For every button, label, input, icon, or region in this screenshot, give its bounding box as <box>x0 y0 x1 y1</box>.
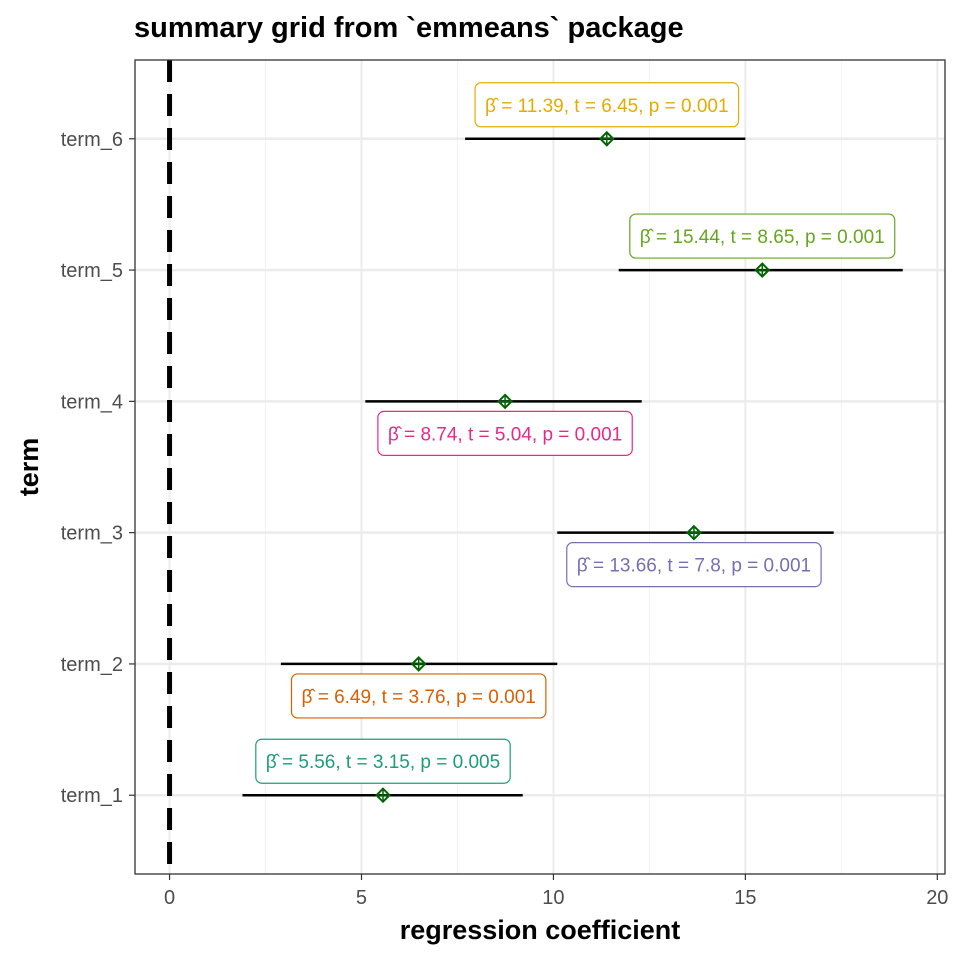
label-text: β̂ = 6.49, t = 3.76, p = 0.001 <box>302 687 536 708</box>
panel-border-rect <box>134 59 946 875</box>
label-box <box>290 673 547 719</box>
label-box <box>377 410 633 456</box>
label-text: β̂ = 13.66, t = 7.8, p = 0.001 <box>577 556 811 577</box>
x-axis-title: regression coefficient <box>400 915 681 945</box>
chart-title: summary grid from `emmeans` package <box>134 12 684 44</box>
plot-panel <box>135 60 945 874</box>
estimate-diamond <box>375 787 391 804</box>
label-box <box>629 213 896 259</box>
label-box <box>474 82 740 128</box>
y-axis: term_1 term_2 term_3 term_4 term_5 term_6 <box>61 129 135 807</box>
y-axis-title: term <box>14 438 44 497</box>
estimate-point <box>598 130 615 147</box>
estimate-label: β̂ = 6.49, t = 3.76, p = 0.001 <box>290 673 547 719</box>
estimate-point <box>497 393 513 410</box>
x-tick-label: 15 <box>734 887 756 909</box>
x-tick-label: 5 <box>356 887 367 909</box>
x-tick-label: 0 <box>164 887 175 909</box>
label-text: β̂ = 5.56, t = 3.15, p = 0.005 <box>266 752 500 773</box>
annotation-label-layer: β̂ = 5.56, t = 3.15, p = 0.005 β̂ = 6.49,… <box>255 82 896 784</box>
estimate-point <box>686 524 702 541</box>
label-text: β̂ = 15.44, t = 8.65, p = 0.001 <box>640 227 885 248</box>
label-text: β̂ = 8.74, t = 5.04, p = 0.001 <box>388 424 622 445</box>
panel-border <box>134 59 946 875</box>
y-tick-label: term_5 <box>61 260 123 282</box>
estimate-label: β̂ = 13.66, t = 7.8, p = 0.001 <box>566 542 822 588</box>
label-box <box>566 542 822 588</box>
estimate-point <box>754 262 771 278</box>
estimate-point <box>410 656 427 672</box>
estimate-label: β̂ = 11.39, t = 6.45, p = 0.001 <box>474 82 740 128</box>
panel-background <box>135 60 945 874</box>
y-tick-label: term_2 <box>61 654 123 676</box>
estimate-label: β̂ = 8.74, t = 5.04, p = 0.001 <box>377 410 633 456</box>
label-box <box>255 738 511 784</box>
estimate-label: β̂ = 5.56, t = 3.15, p = 0.005 <box>255 738 511 784</box>
estimate-diamond <box>754 262 771 278</box>
y-tick-label: term_6 <box>61 129 123 151</box>
x-axis: 0 5 10 15 20 <box>164 874 948 909</box>
estimate-label: β̂ = 15.44, t = 8.65, p = 0.001 <box>629 213 896 259</box>
estimate-point <box>375 787 391 804</box>
estimate-point-layer <box>375 130 771 804</box>
x-tick-label: 20 <box>926 887 948 909</box>
y-tick-label: term_3 <box>61 523 123 545</box>
x-tick-label: 10 <box>542 887 564 909</box>
y-tick-label: term_1 <box>61 785 123 807</box>
estimate-diamond <box>497 393 513 410</box>
y-tick-label: term_4 <box>61 391 123 413</box>
label-text: β̂ = 11.39, t = 6.45, p = 0.001 <box>485 96 729 117</box>
